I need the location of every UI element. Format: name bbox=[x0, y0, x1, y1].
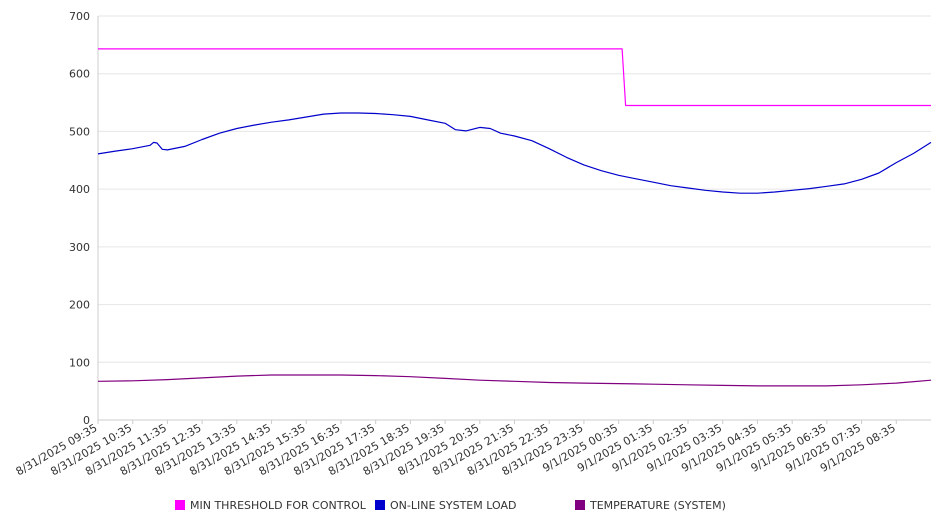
series-line-2 bbox=[97, 374, 932, 387]
y-tick-label: 700 bbox=[69, 10, 90, 23]
y-tick-label: 100 bbox=[69, 356, 90, 369]
gridlines bbox=[98, 15, 931, 421]
legend: MIN THRESHOLD FOR CONTROL ON-LINE SYSTEM … bbox=[175, 499, 726, 512]
legend-label: MIN THRESHOLD FOR CONTROL bbox=[190, 499, 367, 512]
y-tick-label: 200 bbox=[69, 299, 90, 312]
legend-label: ON-LINE SYSTEM LOAD bbox=[390, 499, 516, 512]
y-axis: 0 100 200 300 400 500 600 700 bbox=[69, 10, 99, 427]
x-axis: 8/31/2025 09:358/31/2025 10:358/31/2025 … bbox=[14, 419, 931, 478]
legend-label: TEMPERATURE (SYSTEM) bbox=[589, 499, 726, 512]
legend-item[interactable]: MIN THRESHOLD FOR CONTROL bbox=[175, 499, 367, 512]
y-tick-label: 0 bbox=[83, 414, 90, 427]
y-tick-label: 500 bbox=[69, 125, 90, 138]
y-tick-label: 300 bbox=[69, 241, 90, 254]
legend-swatch bbox=[575, 500, 585, 510]
y-tick-label: 400 bbox=[69, 183, 90, 196]
series-lines bbox=[97, 48, 932, 387]
series-line-1 bbox=[97, 112, 932, 194]
legend-swatch bbox=[375, 500, 385, 510]
legend-item[interactable]: TEMPERATURE (SYSTEM) bbox=[575, 499, 726, 512]
y-tick-label: 600 bbox=[69, 68, 90, 81]
legend-swatch bbox=[175, 500, 185, 510]
legend-item[interactable]: ON-LINE SYSTEM LOAD bbox=[375, 499, 516, 512]
series-line-0 bbox=[98, 48, 931, 107]
